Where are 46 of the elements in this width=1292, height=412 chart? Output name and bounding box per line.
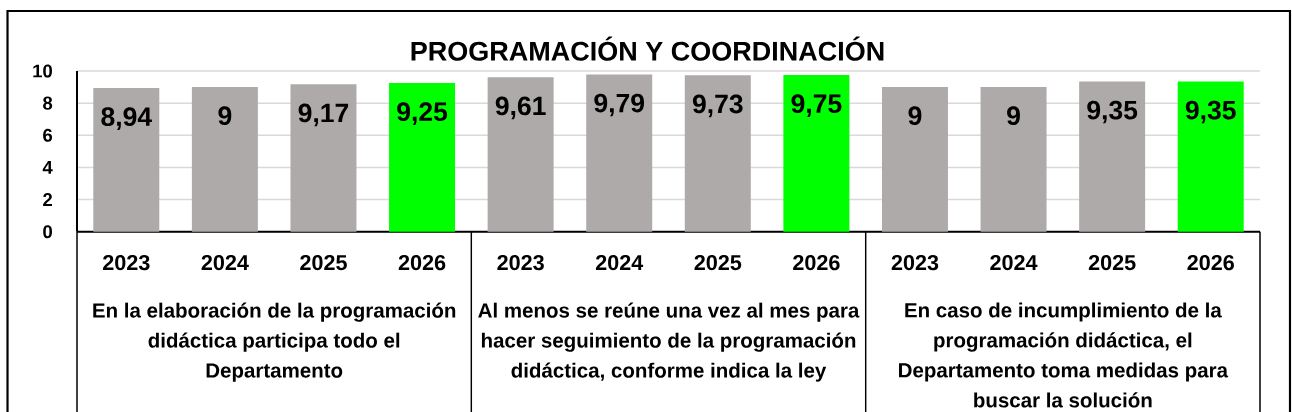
x-tick-label: 2025 xyxy=(300,254,347,271)
data-label: 9 xyxy=(218,106,232,126)
data-label: 9,79 xyxy=(594,93,645,117)
bar xyxy=(1177,81,1244,232)
data-label: 9,17 xyxy=(298,103,349,127)
bar xyxy=(881,87,948,232)
y-tick-label: 4 xyxy=(42,161,53,174)
text: En la elaboración de la programación didáctica participa todo el Departamento xyxy=(93,302,456,382)
x-tick-label: 2026 xyxy=(793,254,840,271)
x-tick-label: 2026 xyxy=(1187,254,1234,271)
data-label: 9,35 xyxy=(1185,100,1236,124)
x-tick-label: 2024 xyxy=(990,254,1038,271)
data-label: 9,35 xyxy=(1087,100,1138,124)
x-tick-label: 2025 xyxy=(694,254,742,271)
y-tick-label: 10 xyxy=(33,64,52,78)
y-tick-label: 2 xyxy=(43,193,53,207)
x-tick-label: 2026 xyxy=(398,254,446,271)
y-tick-label: 0 xyxy=(43,225,52,239)
bar xyxy=(783,75,850,232)
data-label: 9,73 xyxy=(692,94,743,118)
x-tick-label: 2025 xyxy=(1088,254,1136,271)
data-label: 9 xyxy=(1007,106,1020,126)
data-label: 9,25 xyxy=(397,102,448,125)
y-tick-label: 8 xyxy=(43,96,53,110)
x-tick-label: 2023 xyxy=(497,254,544,271)
bar xyxy=(586,74,653,232)
data-label: 9 xyxy=(908,106,922,126)
x-tick-label: 2023 xyxy=(891,254,939,271)
x-tick-label: 2023 xyxy=(103,254,150,271)
bar xyxy=(389,83,456,232)
bar xyxy=(487,77,554,232)
data-label: 9,61 xyxy=(495,96,546,120)
text: Al menos se reúne una vez al mes para hacer seguimiento de la programación didáctica, conforme indica la ley xyxy=(478,302,860,382)
y-tick-label: 6 xyxy=(43,128,53,142)
chart-title: PROGRAMACIÓN Y COORDINACIÓN xyxy=(411,36,884,61)
data-label: 9,75 xyxy=(791,94,842,117)
x-tick-label: 2024 xyxy=(201,254,249,271)
bar xyxy=(93,88,160,232)
bar xyxy=(980,87,1047,232)
text: En caso de incumplimiento de la programación didáctica, el Departamento toma medidas para buscar la solución xyxy=(899,302,1229,408)
bar xyxy=(1079,81,1146,232)
bar xyxy=(290,84,357,232)
x-tick-label: 2024 xyxy=(595,254,644,271)
data-label: 8,94 xyxy=(101,107,152,130)
bar xyxy=(684,75,751,232)
bar xyxy=(191,87,258,232)
